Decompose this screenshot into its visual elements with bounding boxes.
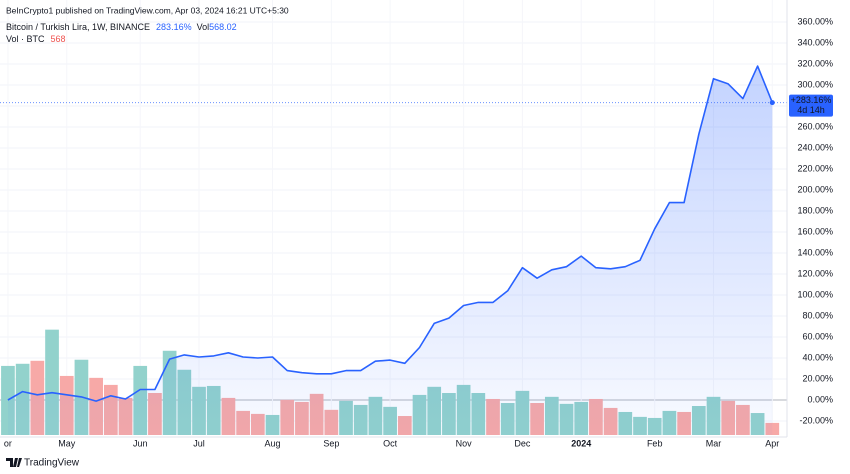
x-tick-label: Dec <box>514 438 531 448</box>
brand-logo <box>6 458 22 467</box>
symbol-title-text: Bitcoin / Turkish Lira, 1W, BINANCE <box>6 22 150 32</box>
x-tick-label: Jul <box>193 438 205 448</box>
y-tick-label: 340.00% <box>797 37 833 47</box>
x-tick-label: Nov <box>456 438 473 448</box>
y-tick-label: 300.00% <box>797 79 833 89</box>
axis-layer: -20.00% 0.00% 20.00% 40.00% 60.00% 80.00% 100.… <box>4 16 833 448</box>
plot-layer <box>0 65 787 435</box>
y-tick-label: 220.00% <box>797 163 833 173</box>
x-tick-label: Apr <box>765 438 779 448</box>
y-tick-label: -20.00% <box>799 415 833 425</box>
x-tick-label: Aug <box>265 438 281 448</box>
last-point <box>769 100 775 106</box>
y-tick-label: 320.00% <box>797 58 833 68</box>
x-tick-label: Oct <box>383 438 398 448</box>
countdown: 4d 14h <box>797 105 825 115</box>
y-tick-label: 160.00% <box>797 226 833 236</box>
y-tick-label: 60.00% <box>802 331 833 341</box>
y-tick-label: 120.00% <box>797 268 833 278</box>
area <box>7 66 773 435</box>
price-tag-label: +283.16% <box>791 95 832 105</box>
y-tick-label: 40.00% <box>802 352 833 362</box>
volume-legend-text: Vol · BTC <box>6 34 45 44</box>
price-tag <box>789 94 833 117</box>
x-tick-label: Jun <box>133 438 148 448</box>
y-tick-label: 80.00% <box>802 310 833 320</box>
x-tick-label: Mar <box>706 438 722 448</box>
published-note: BeInCrypto1 published on TradingView.com… <box>6 5 289 15</box>
y-tick-label: 360.00% <box>797 16 833 26</box>
volume-legend-value: 568 <box>51 34 66 44</box>
y-tick-label: 0.00% <box>807 394 833 404</box>
brand-name: TradingView <box>24 458 80 469</box>
grid <box>0 21 787 422</box>
y-tick-label: 260.00% <box>797 121 833 131</box>
brand: TradingView <box>6 458 80 469</box>
y-tick-label: 100.00% <box>797 289 833 299</box>
x-tick-label: 2024 <box>571 438 591 448</box>
x-tick-label: or <box>4 438 12 448</box>
volume-legend: Vol · BTC 568 <box>6 34 66 44</box>
volume-title: Vol <box>197 22 210 32</box>
volume-last: 568.02 <box>209 22 237 32</box>
y-tick-label: 200.00% <box>797 184 833 194</box>
y-tick-label: 20.00% <box>802 373 833 383</box>
line <box>7 65 774 402</box>
y-tick-label: 180.00% <box>797 205 833 215</box>
x-tick-label: Feb <box>647 438 663 448</box>
x-tick-label: May <box>58 438 76 448</box>
last-value: 283.16% <box>156 22 192 32</box>
symbol-title: Bitcoin / Turkish Lira, 1W, BINANCE 283.1… <box>6 22 237 32</box>
y-tick-label: 240.00% <box>797 142 833 152</box>
y-tick-label: 140.00% <box>797 247 833 257</box>
x-tick-label: Sep <box>323 438 339 448</box>
